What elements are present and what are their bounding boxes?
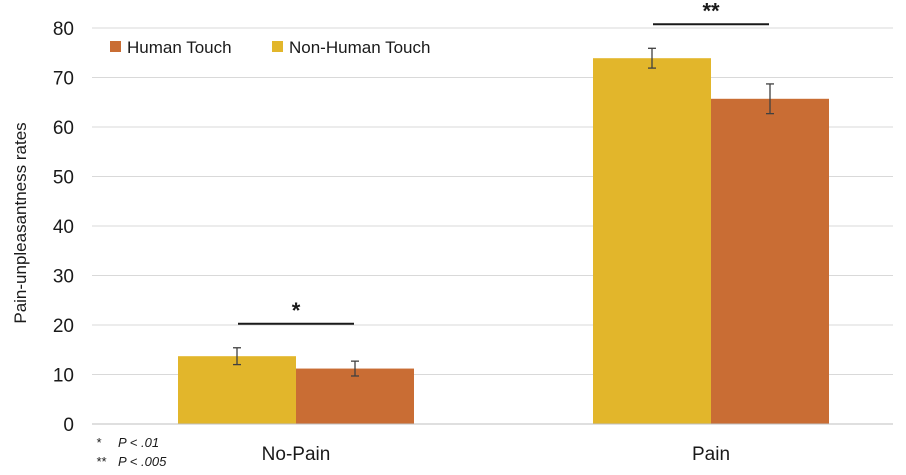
y-tick-label: 20	[53, 316, 74, 337]
bars	[178, 48, 829, 424]
legend: Human Touch Non-Human Touch	[110, 38, 430, 57]
footnote-marker: *	[96, 435, 102, 450]
y-tick-label: 70	[53, 69, 74, 90]
footnotes: * P < .01 ** P < .005	[96, 435, 167, 469]
legend-swatch	[272, 41, 283, 52]
x-tick-label: No-Pain	[262, 444, 331, 465]
footnote-text: P < .01	[118, 435, 159, 450]
y-tick-label: 80	[53, 19, 74, 40]
legend-swatch	[110, 41, 121, 52]
significance-label: **	[702, 0, 720, 23]
x-tick-label: Pain	[692, 444, 730, 465]
footnote-marker: **	[96, 454, 107, 469]
y-tick-label: 60	[53, 118, 74, 139]
bar	[711, 99, 829, 424]
bar	[296, 369, 414, 424]
bar	[178, 356, 296, 424]
y-tick-label: 40	[53, 217, 74, 238]
legend-label: Human Touch	[127, 38, 232, 57]
footnote-text: P < .005	[118, 454, 167, 469]
legend-label: Non-Human Touch	[289, 38, 430, 57]
y-tick-label: 30	[53, 267, 74, 288]
y-tick-label: 50	[53, 168, 74, 189]
y-tick-label: 0	[63, 415, 74, 436]
significance-label: *	[292, 298, 301, 323]
y-axis-label: Pain-unpleasantness rates	[11, 122, 30, 323]
y-tick-label: 10	[53, 366, 74, 387]
bar	[593, 58, 711, 424]
